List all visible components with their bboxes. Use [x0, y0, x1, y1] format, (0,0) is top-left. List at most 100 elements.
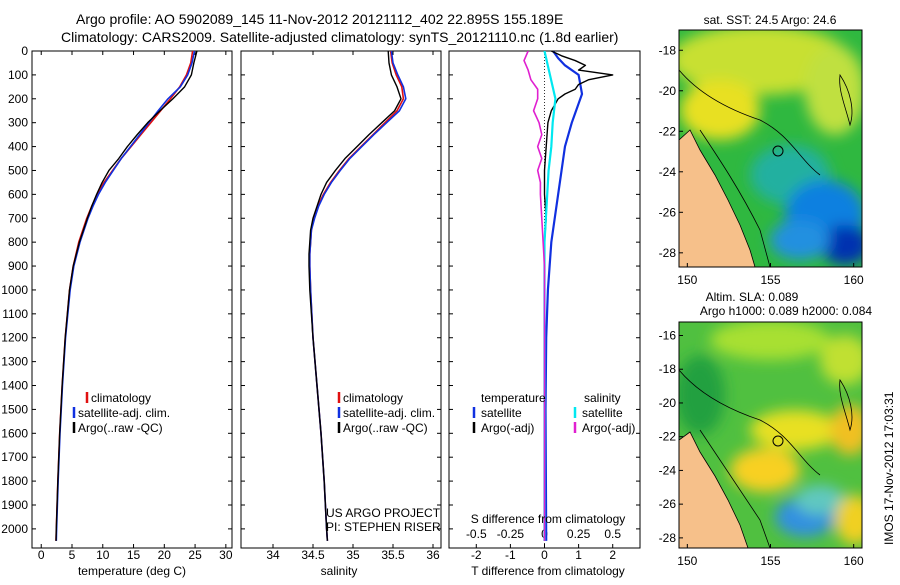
sst-map-title: sat. SST: 24.5 Argo: 24.6 [704, 13, 837, 27]
depth-tick-label: 1800 [1, 474, 28, 488]
x-tick-label: -1 [505, 548, 516, 562]
x-tick-label: 0 [38, 548, 45, 562]
sst-coastline-land [679, 129, 756, 267]
depth-tick-label: 700 [8, 211, 28, 225]
sst-warm-patch [680, 80, 760, 140]
t-difference-label: T difference from climatology [471, 564, 625, 578]
sal-legend-climatology: climatology [343, 391, 403, 405]
sla-high-patch [710, 322, 830, 360]
project-annotation-line2: PI: STEPHEN RISER [326, 520, 441, 534]
x-tick-label: 35.5 [381, 548, 405, 562]
sla-map-title-line1: Altim. SLA: 0.089 [706, 290, 799, 304]
s-tick-label: 0.25 [567, 527, 591, 541]
map-x-tick-label: 155 [760, 554, 780, 568]
map-x-tick-label: 155 [760, 273, 780, 287]
argo-float-marker [772, 435, 784, 447]
depth-tick-label: 300 [8, 116, 28, 130]
sal-legend-satellite: satellite-adj. clim. [343, 406, 435, 420]
temperature-x-axis: 0 5 10 15 20 25 30 [38, 51, 233, 562]
diff-series-s-argo [523, 51, 546, 541]
map-y-tick-label: -20 [659, 396, 677, 410]
s-tick-label: -0.25 [497, 527, 525, 541]
map-y-tick-label: -26 [659, 497, 677, 511]
difference-legend: temperature salinity satellite Argo(-adj… [472, 391, 635, 435]
salinity-x-label: salinity [321, 564, 358, 578]
project-annotation-line1: US ARGO PROJECT [326, 506, 441, 520]
depth-tick-label: 1900 [1, 498, 28, 512]
sal-legend-argo: Argo(..raw -QC) [343, 421, 428, 435]
series-line-argo [55, 50, 198, 541]
x-tick-label: 5 [69, 548, 76, 562]
x-tick-label: 25 [188, 548, 202, 562]
depth-tick-label: 1500 [1, 402, 28, 416]
depth-tick-label: 1700 [1, 450, 28, 464]
depth-tick-label: 1400 [1, 379, 28, 393]
temp-legend-climatology: climatology [91, 391, 151, 405]
x-tick-label: 0 [541, 548, 548, 562]
temperature-panel-frame [31, 50, 233, 549]
sla-map-axes: 150 155 160 -16 -18 -20 -22 -24 -26 -28 [659, 328, 864, 568]
figure-title-line2: Climatology: CARS2009. Satellite-adjuste… [61, 29, 618, 45]
diff-legend-t-satellite: satellite [481, 406, 522, 420]
x-tick-label: 1 [575, 548, 582, 562]
sla-high-patch [835, 495, 862, 545]
depth-tick-label: 500 [8, 163, 28, 177]
map-y-tick-label: -26 [659, 205, 677, 219]
x-tick-label: 30 [219, 548, 233, 562]
depth-axis: 0 100 200 300 400 500 600 700 800 900 1000 1100 1200… [1, 44, 640, 536]
x-tick-label: 34.5 [301, 548, 325, 562]
series-line-satellite [55, 50, 196, 541]
depth-tick-label: 400 [8, 140, 28, 154]
depth-tick-label: 1300 [1, 355, 28, 369]
sst-reef-contour [839, 73, 853, 127]
salinity-panel-frame [240, 50, 442, 549]
temp-legend-satellite: satellite-adj. clim. [78, 406, 170, 420]
x-tick-label: 34 [266, 548, 280, 562]
depth-tick-label: 200 [8, 92, 28, 106]
depth-tick-label: 600 [8, 187, 28, 201]
difference-x-axis: -2 -1 0 1 2-0.5 -0.25 0 0.25 0.5 [466, 527, 621, 562]
map-x-tick-label: 160 [844, 273, 864, 287]
diff-legend-s-satellite: satellite [582, 406, 623, 420]
sla-high-patch [820, 335, 862, 385]
series-line-argo [308, 50, 402, 541]
depth-tick-label: 0 [21, 44, 28, 58]
sla-high-patch [830, 405, 862, 455]
map-y-tick-label: -28 [659, 531, 677, 545]
x-tick-label: 2 [609, 548, 616, 562]
sla-high-patch [730, 448, 800, 492]
s-tick-label: 0.5 [604, 527, 621, 541]
depth-tick-label: 1000 [1, 283, 28, 297]
x-tick-label: 20 [158, 548, 172, 562]
sla-shelf-contour [679, 369, 821, 548]
depth-tick-label: 900 [8, 259, 28, 273]
map-x-tick-label: 150 [677, 273, 697, 287]
s-tick-label: -0.5 [466, 527, 487, 541]
depth-tick-label: 1100 [2, 307, 28, 321]
x-tick-label: 36 [426, 548, 440, 562]
temp-legend-argo: Argo(..raw -QC) [78, 421, 163, 435]
salinity-legend: climatology satellite-adj. clim. Argo(..… [337, 391, 435, 435]
sla-low-patch [679, 355, 725, 435]
x-tick-label: 35 [346, 548, 360, 562]
sst-shelf-contour [679, 69, 821, 267]
depth-tick-label: 800 [8, 235, 28, 249]
diff-legend-salinity-header: salinity [584, 391, 621, 405]
depth-tick-label: 100 [8, 68, 28, 82]
difference-series [523, 51, 614, 541]
temperature-x-label: temperature (deg C) [78, 564, 186, 578]
sla-map-title-line2: Argo h1000: 0.089 h2000: 0.084 [700, 304, 872, 318]
map-y-tick-label: -24 [659, 463, 677, 477]
figure-title-line1: Argo profile: AO 5902089_145 11-Nov-2012… [76, 11, 563, 27]
sst-map-axes: 150 155 160 -18 -20 -22 -24 -26 -28 [659, 43, 864, 287]
series-line-satellite [308, 50, 407, 541]
salinity-series [308, 50, 407, 541]
diff-legend-t-argo: Argo(-adj) [481, 421, 534, 435]
depth-tick-label: 1600 [1, 426, 28, 440]
depth-tick-label: 1200 [1, 331, 28, 345]
sst-warm-patch [805, 45, 862, 135]
map-y-tick-label: -18 [659, 43, 677, 57]
map-y-tick-label: -22 [659, 124, 677, 138]
diff-series-t-argo [543, 51, 614, 541]
map-y-tick-label: -24 [659, 165, 677, 179]
